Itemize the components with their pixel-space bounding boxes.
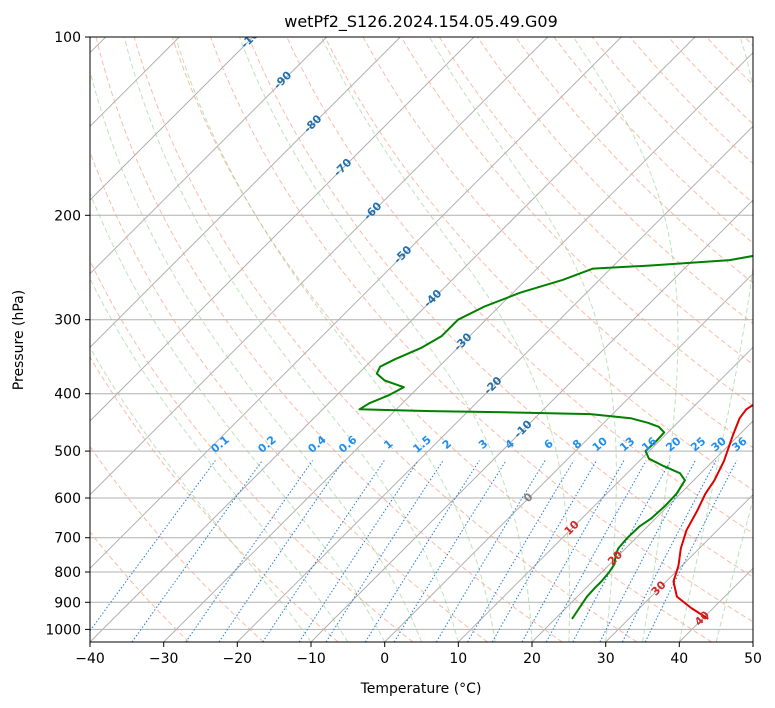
mixing-ratio-line: [90, 460, 216, 632]
plot-series: [358, 254, 753, 620]
dry-adiabat: [90, 150, 488, 642]
dry-adiabat: [248, 37, 753, 578]
x-tick-label: −10: [296, 651, 326, 667]
isotherm-line: [90, 37, 328, 275]
mixing-ratio-line: [644, 460, 738, 642]
y-tick-label: 300: [54, 313, 81, 329]
x-tick-label: 30: [597, 651, 615, 667]
y-tick-label: 100: [54, 30, 81, 46]
isotherm-line: [163, 51, 753, 642]
y-tick-label: 1000: [45, 622, 81, 638]
dry-adiabat: [133, 37, 638, 642]
x-tick-label: 10: [449, 651, 467, 667]
moist-adiabat: [321, 37, 571, 642]
axes: −40 −30 −20 −10 0 10 20 30 40 50 100 200 300 400 500 60…: [45, 30, 762, 667]
moist-adiabat: [715, 497, 753, 642]
y-tick-label: 400: [54, 387, 81, 403]
plot-background-lines: [90, 37, 753, 642]
mixing-ratio-line: [572, 460, 672, 642]
mixing-ratio-line: [621, 460, 717, 642]
x-tick-label: −40: [75, 651, 105, 667]
isotherm-line: [90, 37, 622, 570]
isotherm-line: [531, 420, 753, 642]
plot-frame: [89, 36, 754, 643]
dry-adiabat: [553, 37, 753, 244]
dry-adiabat: [400, 37, 753, 407]
x-tick-label: 0: [380, 651, 389, 667]
x-axis-label: Temperature (°C): [360, 681, 482, 697]
isotherm-line: [90, 37, 549, 496]
mixing-ratio-line: [599, 460, 696, 642]
moist-adiabat: [123, 37, 459, 642]
x-tick-label: 40: [670, 651, 688, 667]
dry-adiabat: [286, 37, 753, 534]
moist-adiabat: [175, 37, 496, 642]
y-tick-label: 700: [54, 531, 81, 547]
dry-adiabat: [210, 37, 753, 623]
mixing-ratio-line: [262, 460, 385, 642]
mixing-ratio-line: [131, 460, 263, 642]
moist-adiabat: [678, 37, 753, 642]
dry-adiabat: [171, 37, 712, 642]
isotherm-line: [457, 346, 753, 642]
y-tick-label: 800: [54, 565, 81, 581]
dry-adiabat: [90, 259, 414, 642]
x-tick-label: 20: [523, 651, 541, 667]
mixing-ratio-line: [325, 460, 444, 642]
dewpoint-profile: [358, 254, 753, 620]
isotherm-line: [90, 37, 254, 201]
y-tick-label: 500: [54, 444, 81, 460]
isotherm-line: [90, 37, 475, 422]
moist-adiabat: [239, 37, 533, 642]
x-tick-label: −20: [223, 651, 253, 667]
x-tick-label: 50: [744, 651, 762, 667]
dry-adiabat: [362, 37, 753, 449]
dry-adiabat: [95, 37, 563, 642]
isotherm-line: [90, 37, 696, 642]
moist-adiabat: [90, 346, 312, 642]
temperature-profile: [672, 403, 753, 620]
isotherm-line: [384, 272, 753, 642]
moist-adiabat: [90, 277, 349, 642]
mixing-ratio-line: [218, 460, 344, 642]
y-axis-label: Pressure (hPa): [11, 290, 27, 390]
moist-adiabat: [90, 191, 386, 642]
dry-adiabat: [324, 37, 753, 491]
mixing-ratio-line: [393, 460, 507, 642]
x-tick-label: −30: [149, 651, 179, 667]
chart-title: wetPf2_S126.2024.154.05.49.G09: [284, 12, 558, 32]
dry-adiabat: [438, 37, 753, 366]
mixing-ratio-line: [435, 460, 546, 642]
mixing-ratio-line: [545, 460, 647, 642]
moist-adiabat: [429, 37, 617, 642]
dry-adiabat: [591, 37, 753, 204]
mixing-ratio-line: [298, 460, 419, 642]
dry-adiabat: [90, 531, 190, 642]
isotherm-line: [605, 493, 753, 642]
isotherm-line: [90, 37, 401, 349]
y-tick-label: 200: [54, 208, 81, 224]
isotherm-line: [236, 125, 753, 642]
y-tick-label: 900: [54, 595, 81, 611]
dry-adiabat: [477, 37, 753, 325]
moist-adiabat: [572, 37, 679, 642]
y-tick-label: 600: [54, 491, 81, 507]
mixing-ratio-line: [364, 460, 480, 642]
